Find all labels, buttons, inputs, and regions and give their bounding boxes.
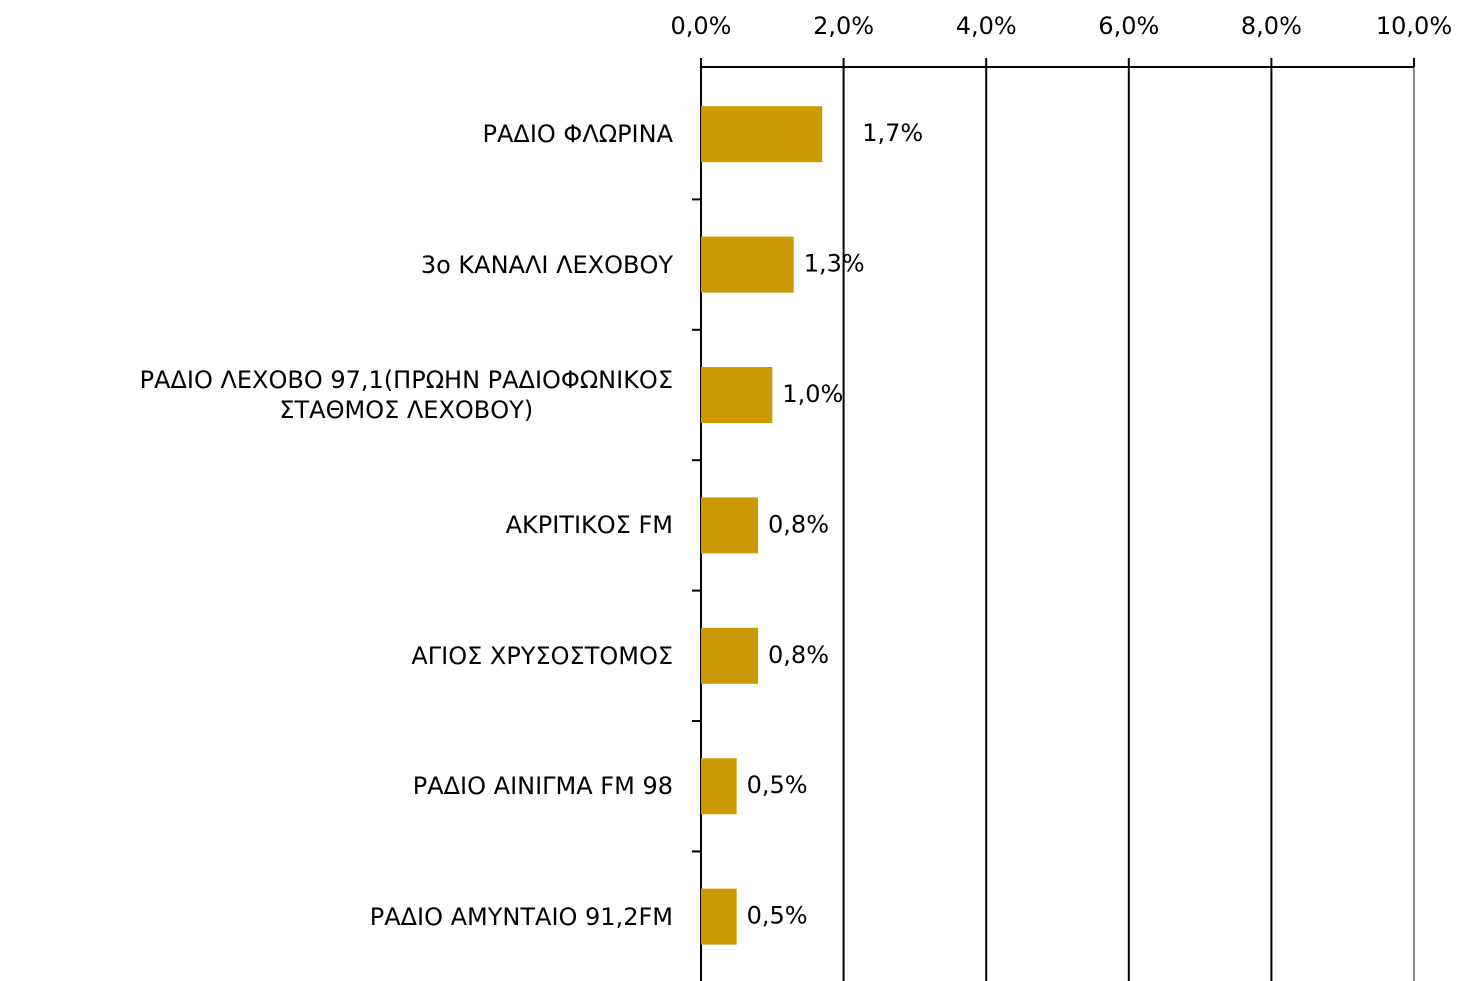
bar [701, 758, 737, 815]
bar [701, 367, 773, 423]
category-label: 3ο ΚΑΝΑΛΙ ΛΕΧΟΒΟΥ [420, 250, 673, 279]
bar [701, 627, 759, 684]
bar [701, 888, 737, 945]
data-label: 0,5% [747, 771, 808, 799]
data-label: 0,8% [768, 641, 829, 669]
x-tick-label: 6,0% [1098, 12, 1159, 40]
data-label: 1,3% [804, 250, 865, 278]
data-label: 1,0% [782, 380, 843, 408]
category-label: ΑΓΙΟΣ ΧΡΥΣΟΣΤΟΜΟΣ [411, 641, 673, 670]
category-label: ΡΑΔΙΟ ΛΕΧΟΒΟ 97,1(ΠΡΩΗΝ ΡΑΔΙΟΦΩΝΙΚΟΣ ΣΤΑ… [139, 366, 673, 424]
x-tick-label: 0,0% [671, 12, 732, 40]
x-tick-label: 10,0% [1376, 12, 1452, 40]
data-label: 0,5% [747, 902, 808, 930]
category-label: ΡΑΔΙΟ ΦΛΩΡΙΝΑ [482, 120, 673, 149]
category-label: ΑΚΡΙΤΙΚΟΣ FM [505, 511, 673, 540]
bar [701, 497, 759, 554]
category-label: ΡΑΔΙΟ ΑΜΥΝΤΑΙΟ 91,2FM [369, 902, 673, 931]
data-label: 0,8% [768, 510, 829, 538]
data-label: 1,7% [862, 119, 923, 147]
category-label: ΡΑΔΙΟ ΑΙΝΙΓΜΑ FM 98 [412, 772, 673, 801]
bar [701, 106, 823, 163]
x-tick-label: 2,0% [813, 12, 874, 40]
x-tick-label: 8,0% [1241, 12, 1302, 40]
bar [701, 236, 794, 293]
x-tick-label: 4,0% [956, 12, 1017, 40]
